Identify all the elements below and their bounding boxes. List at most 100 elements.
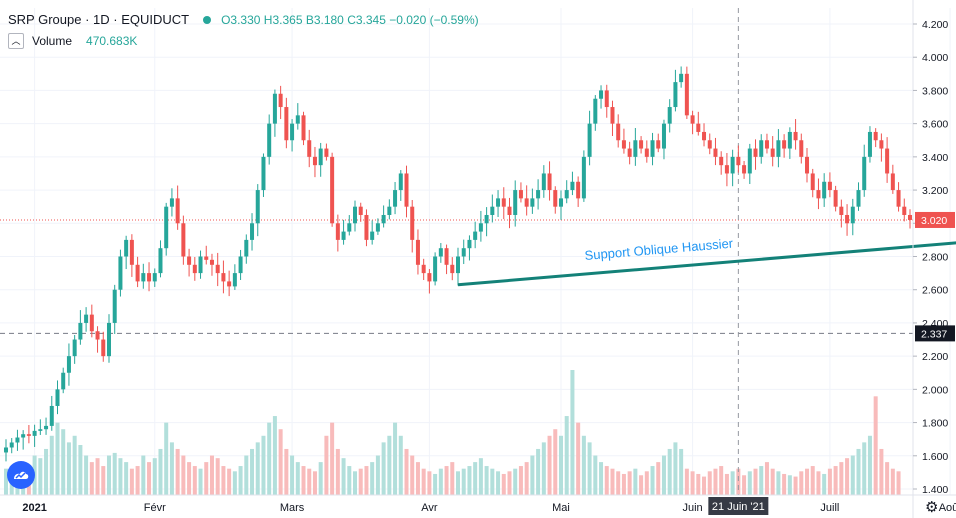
price-label-box — [915, 211, 955, 228]
volume-bar — [215, 458, 220, 495]
volume-bar — [192, 466, 197, 495]
volume-bar — [570, 370, 575, 495]
volume-bar — [410, 455, 415, 495]
volume-bar — [106, 455, 111, 495]
volume-bar — [438, 468, 443, 495]
candle-body — [187, 256, 192, 265]
support-annotation: Support Oblique Haussier — [584, 236, 734, 263]
candle-body — [15, 437, 20, 443]
price-tick-label: 3.400 — [922, 152, 948, 164]
candle-body — [593, 98, 598, 124]
volume-bar — [742, 475, 747, 495]
candle-body — [782, 140, 787, 149]
candle-body — [444, 248, 449, 265]
candle-body — [244, 239, 249, 257]
volume-bar — [581, 435, 586, 495]
volume-bar — [404, 448, 409, 495]
candle-body — [118, 256, 123, 290]
candle-body — [95, 331, 100, 340]
volume-bar — [879, 448, 884, 495]
candle-body — [627, 148, 632, 157]
volume-bar — [501, 473, 506, 495]
symbol-title[interactable]: SRP Groupe · 1D · EQUIDUCT — [8, 12, 190, 27]
candle-body — [501, 198, 506, 207]
volume-bar — [221, 466, 226, 495]
candle-body — [112, 289, 117, 323]
volume-bar — [353, 471, 358, 495]
volume-bar — [307, 468, 312, 495]
candle-body — [541, 173, 546, 191]
volume-bar — [72, 435, 77, 495]
price-tick-label: 3.200 — [922, 185, 948, 197]
candle-body — [621, 140, 626, 149]
volume-bar — [250, 448, 255, 495]
volume-bar — [181, 455, 186, 495]
candle-body — [890, 173, 895, 191]
candle-body — [312, 156, 317, 166]
volume-bar — [347, 466, 352, 495]
volume-bar — [558, 435, 563, 495]
volume-bar — [627, 471, 632, 495]
candle-body — [261, 156, 266, 191]
candle-body — [467, 239, 472, 249]
volume-bar — [764, 462, 769, 495]
volume-bar — [141, 455, 146, 495]
grid-lines — [0, 8, 951, 495]
candle-body — [141, 273, 146, 282]
candle-body — [129, 239, 134, 265]
candle-body — [353, 206, 358, 224]
time-tick-label: Avr — [421, 502, 438, 514]
tradingview-logo-icon[interactable] — [7, 461, 35, 489]
candle-body — [564, 190, 569, 199]
candle-body — [702, 131, 707, 141]
volume-bar — [387, 435, 392, 495]
gear-icon[interactable]: ⚙ — [925, 499, 939, 516]
volume-bar — [507, 471, 512, 495]
volume-bar — [867, 435, 872, 495]
volume-bar — [885, 462, 890, 495]
candle-body — [158, 248, 163, 274]
volume-bar — [816, 471, 821, 495]
volume-bar — [312, 471, 317, 495]
volume-bar — [810, 466, 815, 495]
volume-bar — [284, 448, 289, 495]
volume-bar — [644, 471, 649, 495]
volume-bar — [524, 462, 529, 495]
volume-bar — [656, 462, 661, 495]
candle-body — [730, 156, 735, 174]
volume-bar — [736, 468, 741, 495]
volume-bar — [38, 458, 43, 495]
candle-body — [610, 107, 615, 124]
time-tick-label: Juin — [682, 502, 702, 514]
volume-bar — [158, 448, 163, 495]
price-tick-label: 2.000 — [922, 384, 948, 396]
candle-body — [330, 156, 335, 224]
volume-bar — [61, 429, 66, 495]
candle-body — [805, 156, 810, 174]
ohlc-values: O3.330 H3.365 B3.180 C3.345 −0.020 (−0.5… — [221, 12, 479, 27]
volume-bar — [95, 458, 100, 495]
candle-body — [879, 140, 884, 149]
volume-bar — [473, 462, 478, 495]
candle-body — [169, 198, 174, 207]
volume-bar — [850, 455, 855, 495]
volume-bar — [753, 468, 758, 495]
volume-bar — [827, 468, 832, 495]
volume-bar — [204, 462, 209, 495]
volume-bar — [890, 468, 895, 495]
candle-body — [232, 273, 237, 287]
volume-bar — [44, 448, 49, 495]
volume-bar — [118, 458, 123, 495]
candle-body — [455, 256, 461, 274]
volume-bar — [484, 466, 489, 495]
candle-body — [272, 93, 277, 124]
volume-bar — [839, 462, 844, 495]
chevron-up-icon[interactable]: ︿ — [8, 33, 24, 49]
volume-bar — [896, 471, 901, 495]
volume-bar — [805, 468, 810, 495]
volume-bar — [295, 462, 300, 495]
volume-bar — [724, 473, 729, 495]
candle-body — [415, 239, 420, 265]
candle-body — [26, 434, 31, 436]
